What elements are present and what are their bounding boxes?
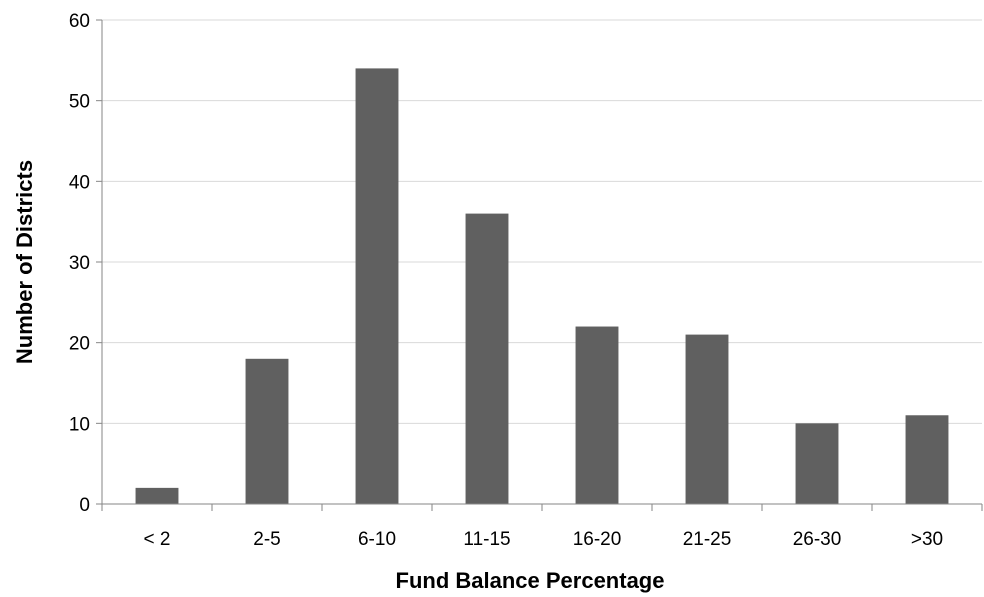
bar xyxy=(355,68,399,505)
bar xyxy=(245,358,289,504)
x-tick-label: 2-5 xyxy=(253,529,280,550)
x-tick-label: 21-25 xyxy=(683,529,732,550)
y-tick-label: 20 xyxy=(69,334,90,355)
x-tick-label: 6-10 xyxy=(358,529,396,550)
y-tick-label: 50 xyxy=(69,92,90,113)
x-tick-label: 26-30 xyxy=(793,529,842,550)
bar xyxy=(135,487,179,504)
bar xyxy=(685,334,729,504)
y-axis-title: Number of Districts xyxy=(12,160,37,364)
y-tick-label: 60 xyxy=(69,11,90,32)
y-tick-labels: 0 10 20 30 40 50 60 xyxy=(69,11,90,516)
x-axis-title: Fund Balance Percentage xyxy=(396,568,665,593)
x-tick-label: 11-15 xyxy=(463,529,510,550)
x-tick-labels: < 2 2-5 6-10 11-15 16-20 21-25 26-30 >30 xyxy=(144,529,944,550)
x-tick-label: >30 xyxy=(911,529,943,550)
bar xyxy=(465,213,509,504)
y-tick-label: 10 xyxy=(69,414,90,435)
x-tick-label: < 2 xyxy=(144,529,171,550)
bars xyxy=(135,68,949,505)
bar xyxy=(575,326,619,504)
bar xyxy=(905,415,949,504)
y-tick-label: 0 xyxy=(79,495,90,516)
y-tick-label: 30 xyxy=(69,253,90,274)
x-tick-label: 16-20 xyxy=(573,529,622,550)
gridlines xyxy=(102,19,982,424)
y-tick-label: 40 xyxy=(69,172,90,193)
axes xyxy=(96,19,983,511)
bar xyxy=(795,423,839,504)
